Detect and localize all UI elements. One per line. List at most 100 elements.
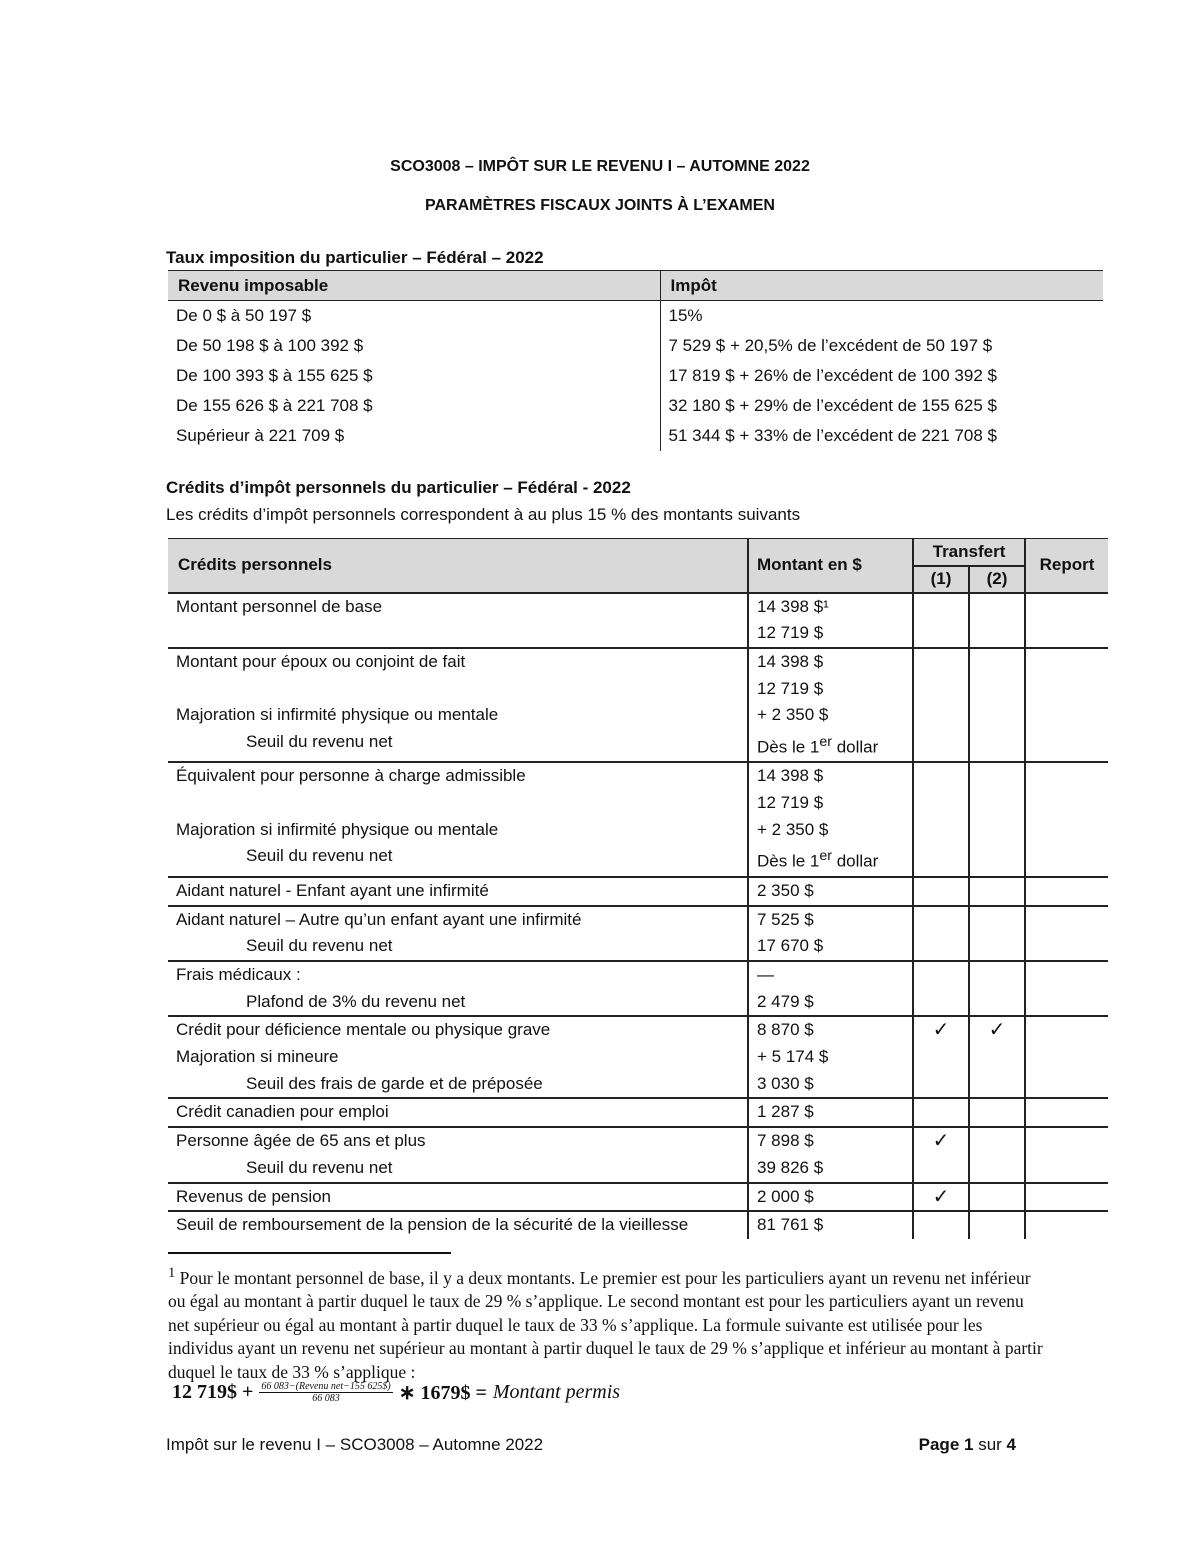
- amount-text: Dès le 1er dollar: [757, 734, 879, 757]
- table-row: Supérieur à 221 709 $ 51 344 $ + 33% de l…: [168, 421, 1103, 451]
- table-row: De 50 198 $ à 100 392 $ 7 529 $ + 20,5% d…: [168, 331, 1103, 361]
- page-footer: Impôt sur le revenu I – SCO3008 – Automn…: [166, 1435, 1016, 1454]
- table-row: Crédit canadien pour emploi 1 287 $: [168, 1097, 1108, 1128]
- credit-amount: 14 398 $12 719 $ + 2 350 $ Dès le 1er doll…: [747, 761, 914, 877]
- column-header: (1): [913, 565, 970, 594]
- column-header: Transfert: [912, 538, 1026, 567]
- table-row: Équivalent pour personne à charge admiss…: [168, 761, 1108, 877]
- footnote-separator: [168, 1252, 451, 1254]
- carry-cell: [1024, 875, 1108, 906]
- column-header: Crédits personnels: [168, 538, 749, 594]
- carry-cell: [1024, 591, 1108, 648]
- transfer-2-cell: ✓: [968, 1015, 1026, 1099]
- income-range: De 155 626 $ à 221 708 $: [176, 396, 373, 415]
- checkmark-icon: ✓: [932, 1185, 950, 1208]
- credit-label: Personne âgée de 65 ans et plus Seuil du …: [168, 1126, 749, 1183]
- transfer-2-cell: [968, 1181, 1026, 1212]
- transfer-1-cell: [912, 646, 970, 763]
- transfer-1-cell: [912, 591, 970, 648]
- table-row: Aidant naturel - Enfant ayant une infirm…: [168, 875, 1108, 906]
- transfer-1-cell: [912, 959, 970, 1017]
- credit-amount: 8 870 $ + 5 174 $3 030 $: [747, 1015, 914, 1099]
- carry-cell: [1024, 1210, 1108, 1239]
- transfer-1-cell: [912, 904, 970, 961]
- credit-label: Aidant naturel – Autre qu’un enfant ayan…: [168, 904, 749, 961]
- checkmark-icon: ✓: [932, 1130, 950, 1153]
- table-row: De 100 393 $ à 155 625 $ 17 819 $ + 26% d…: [168, 361, 1103, 391]
- carry-cell: [1024, 1097, 1108, 1128]
- column-header: Revenu imposable: [168, 270, 660, 301]
- carry-cell: [1024, 904, 1108, 961]
- document-subtitle: PARAMÈTRES FISCAUX JOINTS À L’EXAMEN: [425, 197, 775, 214]
- column-header: Report: [1024, 538, 1108, 594]
- transfer-1-cell: [912, 1097, 970, 1128]
- table-row: De 0 $ à 50 197 $ 15%: [168, 300, 1103, 331]
- table-row: Revenus de pension 2 000 $ ✓: [168, 1181, 1108, 1212]
- table-row: Aidant naturel – Autre qu’un enfant ayan…: [168, 904, 1108, 961]
- transfer-2-cell: [968, 904, 1026, 961]
- table-row: Crédit pour déficience mentale ou physiq…: [168, 1015, 1108, 1099]
- credit-label: Seuil de remboursement de la pension de …: [168, 1210, 749, 1239]
- amount-text: Dès le 1er dollar: [757, 848, 879, 872]
- credit-amount: 7 525 $17 670 $: [747, 904, 914, 961]
- checkmark-icon: ✓: [932, 1019, 950, 1042]
- table-row: Seuil de remboursement de la pension de …: [168, 1210, 1108, 1239]
- carry-cell: [1024, 959, 1108, 1017]
- transfer-1-cell: [912, 1210, 970, 1239]
- transfer-2-cell: [968, 646, 1026, 763]
- carry-cell: [1024, 1015, 1108, 1099]
- credit-label: Montant personnel de base: [168, 591, 749, 648]
- credit-amount: 2 000 $: [747, 1181, 914, 1212]
- transfer-2-cell: [968, 875, 1026, 906]
- income-range: De 100 393 $ à 155 625 $: [176, 366, 373, 385]
- transfer-1-cell: ✓: [912, 1126, 970, 1183]
- checkmark-icon: ✓: [988, 1019, 1006, 1042]
- page-number: Page 1 sur 4: [918, 1435, 1016, 1454]
- credit-amount: 1 287 $: [747, 1097, 914, 1128]
- carry-cell: [1024, 646, 1108, 763]
- formula: 12 719$ + 66 083−(Revenu net−155 625$) 66…: [172, 1381, 621, 1404]
- credits-table: Crédits personnels Montant en $ Transfer…: [168, 538, 1108, 1239]
- formula-fraction: 66 083−(Revenu net−155 625$) 66 083: [259, 1381, 393, 1404]
- tax-rate-heading: Taux imposition du particulier – Fédéral…: [166, 248, 544, 267]
- income-range: Supérieur à 221 709 $: [176, 426, 345, 445]
- transfer-1-cell: ✓: [912, 1181, 970, 1212]
- credit-label: Équivalent pour personne à charge admiss…: [168, 761, 749, 877]
- table-row: Montant personnel de base 14 398 $¹ 12 71…: [168, 591, 1108, 648]
- table-row: Frais médicaux : Plafond de 3% du revenu …: [168, 959, 1108, 1017]
- credit-amount: 2 350 $: [747, 875, 914, 906]
- income-range: De 0 $ à 50 197 $: [176, 306, 312, 325]
- document-title: SCO3008 – IMPÔT SUR LE REVENU I – AUTOMN…: [390, 158, 810, 175]
- credits-intro: Les crédits d’impôt personnels correspon…: [166, 505, 801, 524]
- footnote: 1 Pour le montant personnel de base, il …: [168, 1265, 1043, 1382]
- credit-label: Crédit pour déficience mentale ou physiq…: [168, 1015, 749, 1099]
- credit-amount: 14 398 $¹ 12 719 $: [747, 591, 914, 648]
- carry-cell: [1024, 1126, 1108, 1183]
- transfer-1-cell: ✓: [912, 1015, 970, 1099]
- income-range: De 50 198 $ à 100 392 $: [176, 336, 364, 355]
- table-row: Montant pour époux ou conjoint de fait M…: [168, 646, 1108, 763]
- transfer-2-cell: [968, 959, 1026, 1017]
- credit-amount: 14 398 $12 719 $ + 2 350 $ Dès le 1er doll…: [747, 646, 914, 763]
- transfer-2-cell: [968, 1126, 1026, 1183]
- credits-heading: Crédits d’impôt personnels du particulie…: [166, 478, 631, 497]
- credit-label: Montant pour époux ou conjoint de fait M…: [168, 646, 749, 763]
- transfer-2-cell: [968, 591, 1026, 648]
- credit-label: Frais médicaux : Plafond de 3% du revenu …: [168, 959, 749, 1017]
- transfer-2-cell: [968, 1097, 1026, 1128]
- tax-amount: 7 529 $ + 20,5% de l’excédent de 50 197 …: [659, 331, 1103, 361]
- carry-cell: [1024, 1181, 1108, 1212]
- tax-amount: 51 344 $ + 33% de l’excédent de 221 708 …: [659, 421, 1103, 451]
- tax-amount: 17 819 $ + 26% de l’excédent de 100 392 …: [659, 361, 1103, 391]
- transfer-2-cell: [968, 761, 1026, 877]
- tax-amount: 15%: [659, 300, 1103, 331]
- column-header: Montant en $: [747, 538, 914, 594]
- credit-amount: 7 898 $39 826 $: [747, 1126, 914, 1183]
- column-header: (2): [968, 565, 1025, 594]
- transfer-1-cell: [912, 761, 970, 877]
- column-header: Impôt: [659, 270, 1103, 301]
- credit-amount: 81 761 $: [747, 1210, 914, 1239]
- transfer-1-cell: [912, 875, 970, 906]
- credit-label: Aidant naturel - Enfant ayant une infirm…: [168, 875, 749, 906]
